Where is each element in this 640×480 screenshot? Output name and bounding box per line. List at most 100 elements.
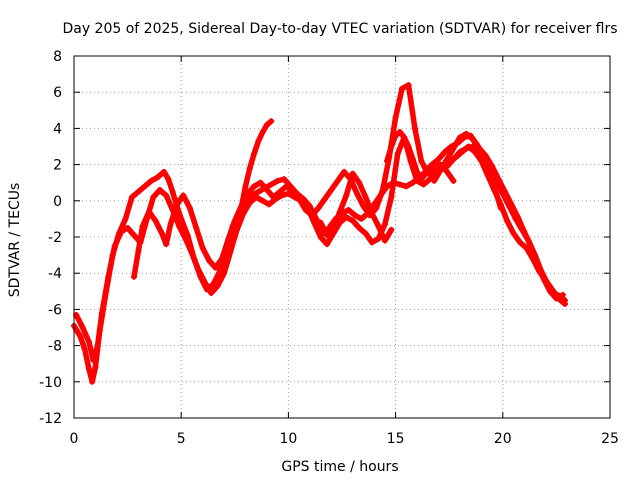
- data-point-marker: [165, 176, 172, 183]
- data-point-marker: [345, 206, 352, 213]
- data-point-marker: [546, 288, 553, 295]
- data-point-marker: [392, 132, 399, 139]
- data-point-marker: [122, 215, 129, 222]
- data-point-marker: [444, 163, 451, 170]
- data-point-marker: [98, 310, 105, 317]
- data-point-marker: [411, 125, 418, 132]
- data-point-marker: [321, 195, 328, 202]
- data-point-marker: [450, 177, 457, 184]
- y-tick-label: 8: [53, 49, 62, 65]
- data-point-marker: [246, 165, 253, 172]
- x-tick-label: 5: [177, 431, 186, 447]
- data-point-marker: [86, 338, 93, 345]
- data-point-marker: [251, 150, 258, 157]
- series-arc3: [131, 82, 457, 280]
- data-point-marker: [139, 223, 146, 230]
- data-point-marker: [534, 259, 541, 266]
- data-point-marker: [135, 188, 142, 195]
- data-point-marker: [281, 176, 288, 183]
- data-point-marker: [323, 232, 330, 239]
- data-point-marker: [167, 221, 174, 228]
- series-arc2-markers: [73, 134, 568, 364]
- data-point-marker: [212, 264, 219, 271]
- data-point-marker: [92, 364, 99, 371]
- data-point-marker: [128, 194, 135, 201]
- data-point-marker: [255, 138, 262, 145]
- data-point-marker: [178, 215, 185, 222]
- y-tick-label: -4: [48, 266, 62, 282]
- data-point-marker: [214, 282, 221, 289]
- data-point-marker: [403, 183, 410, 190]
- data-point-marker: [79, 324, 86, 331]
- data-point-marker: [283, 183, 290, 190]
- data-point-marker: [444, 168, 451, 175]
- data-point-marker: [450, 145, 457, 152]
- data-point-marker: [163, 241, 170, 248]
- data-point-marker: [360, 203, 367, 210]
- chart-title: Day 205 of 2025, Sidereal Day-to-day VTE…: [62, 21, 617, 37]
- data-point-marker: [255, 188, 262, 195]
- data-point-marker: [317, 219, 324, 226]
- data-point-marker: [268, 181, 275, 188]
- y-tick-label: 0: [53, 194, 62, 210]
- data-point-marker: [362, 230, 369, 237]
- data-point-marker: [351, 212, 358, 219]
- data-point-marker: [369, 239, 376, 246]
- data-point-marker: [373, 205, 380, 212]
- data-point-marker: [493, 190, 500, 197]
- data-point-marker: [131, 232, 138, 239]
- y-tick-label: 6: [53, 85, 62, 101]
- data-point-marker: [396, 129, 403, 136]
- data-point-marker: [456, 134, 463, 141]
- data-point-marker: [218, 255, 225, 262]
- data-point-marker: [414, 177, 421, 184]
- series-arc6-markers: [444, 143, 566, 302]
- data-point-marker: [559, 291, 566, 298]
- data-point-marker: [246, 199, 253, 206]
- data-point-marker: [409, 179, 416, 186]
- data-point-marker: [375, 235, 382, 242]
- data-point-marker: [444, 156, 451, 163]
- data-point-marker: [384, 157, 391, 164]
- data-point-marker: [510, 230, 517, 237]
- data-point-marker: [341, 168, 348, 175]
- x-tick-label: 0: [70, 431, 79, 447]
- data-point-marker: [276, 188, 283, 195]
- data-point-marker: [182, 235, 189, 242]
- data-point-marker: [349, 217, 356, 224]
- data-point-marker: [504, 217, 511, 224]
- data-point-marker: [227, 248, 234, 255]
- data-point-marker: [405, 81, 412, 88]
- data-point-marker: [86, 366, 93, 373]
- data-point-marker: [561, 300, 568, 307]
- data-point-marker: [426, 176, 433, 183]
- series-arc8: [317, 170, 395, 244]
- data-point-marker: [497, 205, 504, 212]
- data-point-marker: [253, 194, 260, 201]
- data-point-marker: [396, 181, 403, 188]
- data-point-marker: [225, 235, 232, 242]
- data-point-marker: [394, 150, 401, 157]
- data-point-marker: [480, 157, 487, 164]
- data-point-marker: [148, 177, 155, 184]
- data-point-marker: [463, 130, 470, 137]
- series-arc8-markers: [317, 170, 395, 244]
- data-point-marker: [259, 197, 266, 204]
- data-point-marker: [343, 214, 350, 221]
- y-tick-label: -2: [48, 230, 62, 246]
- data-point-marker: [89, 378, 96, 385]
- series-arc4: [234, 118, 274, 231]
- data-point-marker: [268, 118, 275, 125]
- data-point-marker: [263, 186, 270, 193]
- data-point-marker: [514, 214, 521, 221]
- data-point-marker: [392, 114, 399, 121]
- y-tick-label: -10: [39, 375, 62, 391]
- data-point-marker: [105, 273, 112, 280]
- data-point-marker: [289, 188, 296, 195]
- data-point-marker: [388, 143, 395, 150]
- x-tick-label: 25: [601, 431, 619, 447]
- data-point-marker: [315, 205, 322, 212]
- data-point-marker: [476, 145, 483, 152]
- data-point-marker: [163, 192, 170, 199]
